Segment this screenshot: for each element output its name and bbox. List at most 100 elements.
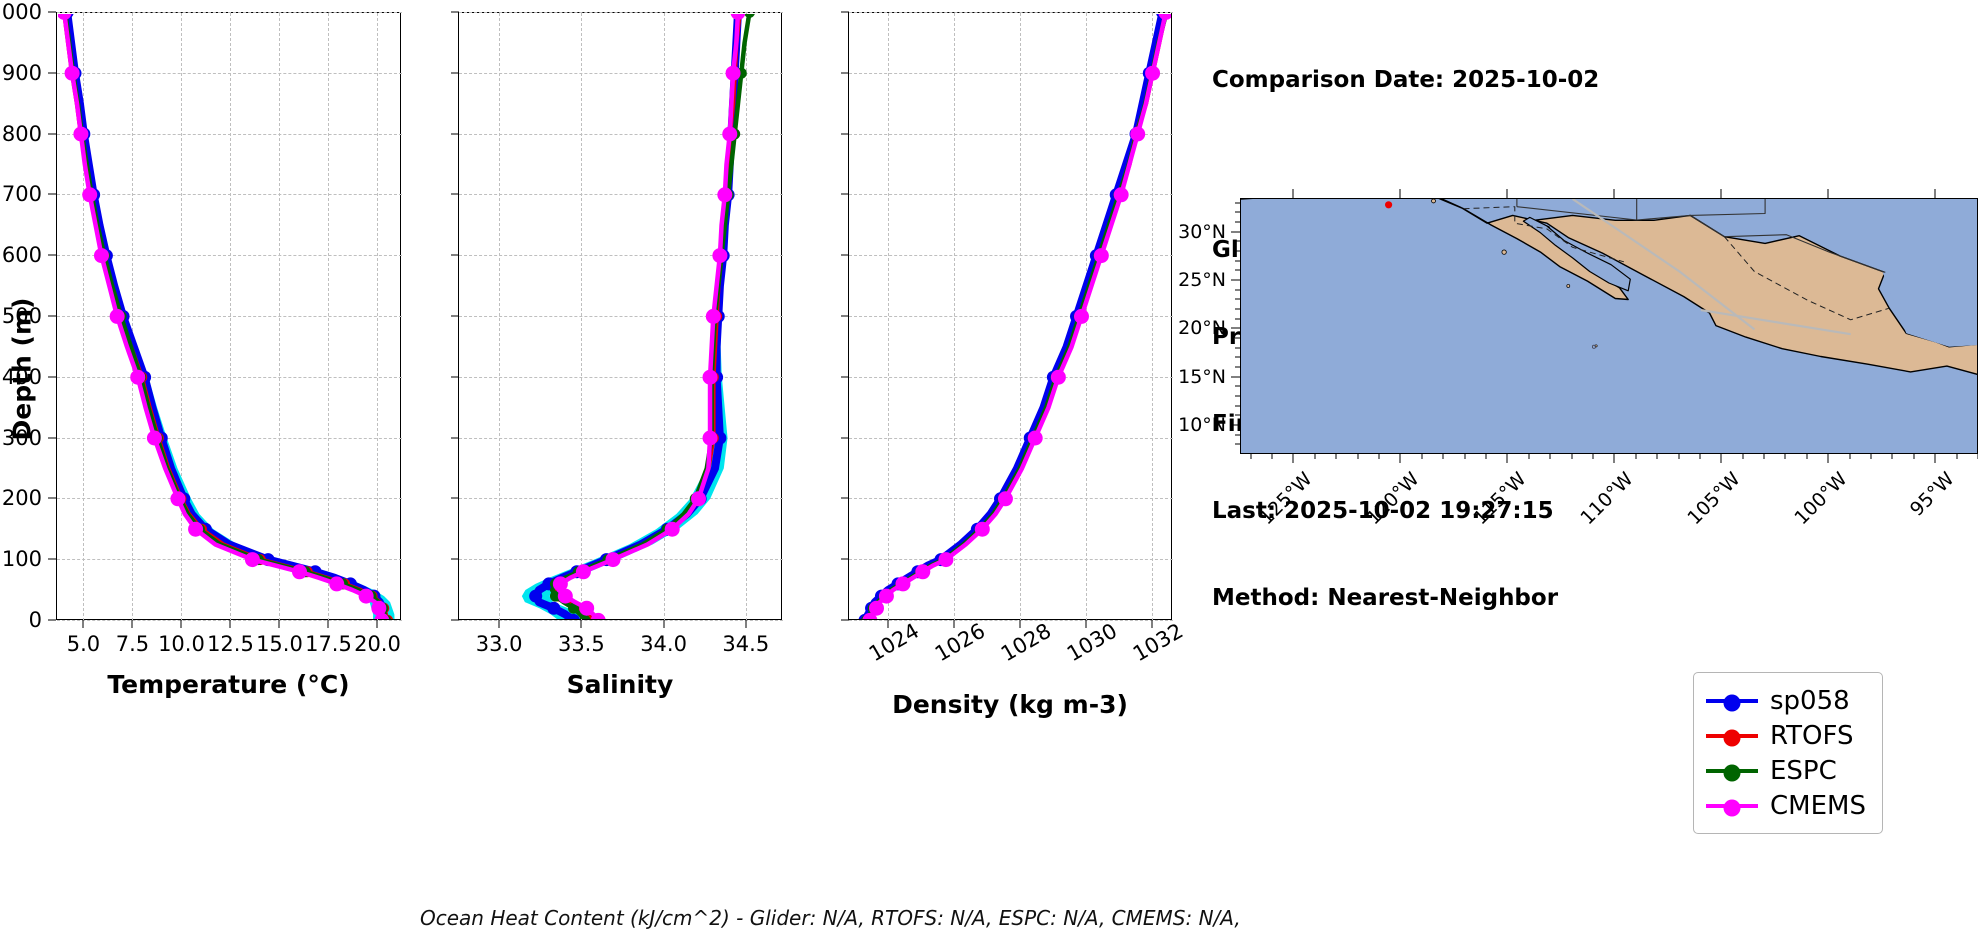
y-tick-mark	[841, 11, 849, 13]
gridline-vertical	[581, 13, 583, 621]
legend-item-cmems[interactable]: CMEMS	[1706, 788, 1866, 823]
temperature-xlabel: Temperature (°C)	[107, 670, 350, 699]
legend-item-sp058[interactable]: sp058	[1706, 683, 1866, 718]
map-lat-label: 15°N	[1178, 365, 1226, 388]
x-tick-mark	[580, 620, 582, 628]
gridline-horizontal	[57, 498, 402, 500]
legend-item-rtofs[interactable]: RTOFS	[1706, 718, 1866, 753]
legend-line-swatch	[1706, 764, 1758, 781]
map-lat-minor-tick	[1235, 289, 1240, 291]
border-mexico-dashed	[1724, 236, 1890, 321]
gridline-vertical	[279, 13, 281, 621]
salinity-axes	[458, 12, 783, 621]
series-marker-cmems	[291, 563, 307, 579]
y-tick-mark	[841, 193, 849, 195]
map-lon-tick	[1506, 454, 1508, 463]
series-marker-cmems	[244, 551, 260, 567]
x-tick-mark	[745, 620, 747, 628]
legend-marker-dot	[1723, 729, 1741, 746]
series-line-rtofs	[866, 13, 1168, 619]
x-tick-label: 1026	[930, 618, 989, 667]
series-marker-cmems	[895, 576, 911, 592]
gridline-horizontal	[57, 72, 402, 74]
map-lon-minor-tick	[1678, 454, 1680, 459]
border-arizona	[1516, 199, 1638, 221]
y-tick-mark	[451, 619, 459, 621]
map-axes	[1240, 198, 1978, 454]
map-lat-minor-tick	[1235, 260, 1240, 262]
series-marker-cmems	[72, 126, 88, 142]
y-tick-mark	[451, 133, 459, 135]
glider-spread-band	[861, 13, 1162, 619]
map-lon-minor-tick	[1528, 454, 1530, 459]
series-marker-sp058	[546, 601, 560, 615]
y-tick-mark	[841, 558, 849, 560]
y-tick-mark	[48, 193, 56, 195]
x-tick-label: 1028	[996, 618, 1056, 667]
density-xlabel: Density (kg m-3)	[892, 690, 1128, 719]
border-newmexico	[1636, 199, 1766, 221]
map-lat-tick	[1231, 231, 1240, 233]
method: Method: Nearest-Neighbor	[1212, 585, 1559, 611]
map-lat-minor-tick	[1235, 269, 1240, 271]
series-marker-cmems	[170, 490, 186, 506]
map-lon-tick	[1613, 454, 1615, 463]
last-profile-time: Last: 2025-10-02 19:27:15	[1212, 498, 1554, 524]
series-marker-cmems	[146, 430, 162, 446]
x-tick-label: 20.0	[354, 632, 401, 656]
series-marker-sp058	[528, 589, 542, 603]
map-lon-minor-tick	[1549, 454, 1551, 459]
x-tick-mark	[278, 620, 280, 628]
salinity-curves	[521, 13, 755, 619]
series-marker-cmems	[575, 563, 591, 579]
series-marker-cmems	[552, 576, 568, 592]
y-tick-mark	[48, 315, 56, 317]
x-tick-label: 15.0	[256, 632, 303, 656]
map-lon-minor-tick	[1378, 454, 1380, 459]
y-tick-mark	[841, 376, 849, 378]
y-tick-mark	[451, 254, 459, 256]
y-tick-mark	[841, 315, 849, 317]
series-line-cmems	[867, 13, 1168, 619]
series-marker-cmems	[690, 490, 706, 506]
contour-line-b	[1700, 309, 1851, 336]
series-marker-cmems	[557, 588, 573, 604]
x-tick-label: 34.0	[640, 632, 687, 656]
series-marker-cmems	[109, 308, 125, 324]
map-lat-minor-tick	[1235, 414, 1240, 416]
temperature-curves	[57, 13, 395, 619]
map-lat-tick	[1231, 376, 1240, 378]
y-tick-mark	[451, 558, 459, 560]
legend-marker-dot	[1723, 764, 1741, 781]
map-lat-minor-tick	[1235, 356, 1240, 358]
gridline-horizontal	[459, 255, 783, 257]
y-tick-mark	[451, 376, 459, 378]
gridline-horizontal	[57, 620, 402, 621]
map-lon-minor-tick	[1699, 454, 1701, 459]
gridline-horizontal	[57, 12, 402, 13]
legend-item-espc[interactable]: ESPC	[1706, 753, 1866, 788]
y-tick-mark	[48, 437, 56, 439]
gridline-horizontal	[57, 437, 402, 439]
y-tick-label: 1000	[0, 0, 42, 24]
y-tick-label: 300	[1, 425, 42, 450]
series-marker-cmems	[187, 521, 203, 537]
comparison-date: Comparison Date: 2025-10-02	[1212, 67, 1600, 93]
ohc-caption: Ocean Heat Content (kJ/cm^2) - Glider: N…	[420, 906, 1241, 930]
x-tick-mark	[1085, 620, 1087, 628]
y-tick-mark	[48, 133, 56, 135]
contour-line-a	[1571, 199, 1756, 331]
gridline-horizontal	[849, 194, 1173, 196]
map-lon-label: 105°W	[1683, 468, 1745, 530]
legend-label: CMEMS	[1770, 790, 1866, 821]
map-lat-minor-tick	[1235, 318, 1240, 320]
series-marker-cmems	[711, 247, 727, 263]
map-lat-minor-tick	[1235, 308, 1240, 310]
glider-position-marker	[1385, 201, 1393, 209]
series-marker-cmems	[716, 186, 732, 202]
gridline-vertical	[1152, 13, 1154, 621]
map-lon-minor-tick	[1806, 454, 1808, 459]
gridline-horizontal	[459, 133, 783, 135]
series-marker-cmems	[578, 600, 594, 616]
gridline-vertical	[745, 13, 747, 621]
